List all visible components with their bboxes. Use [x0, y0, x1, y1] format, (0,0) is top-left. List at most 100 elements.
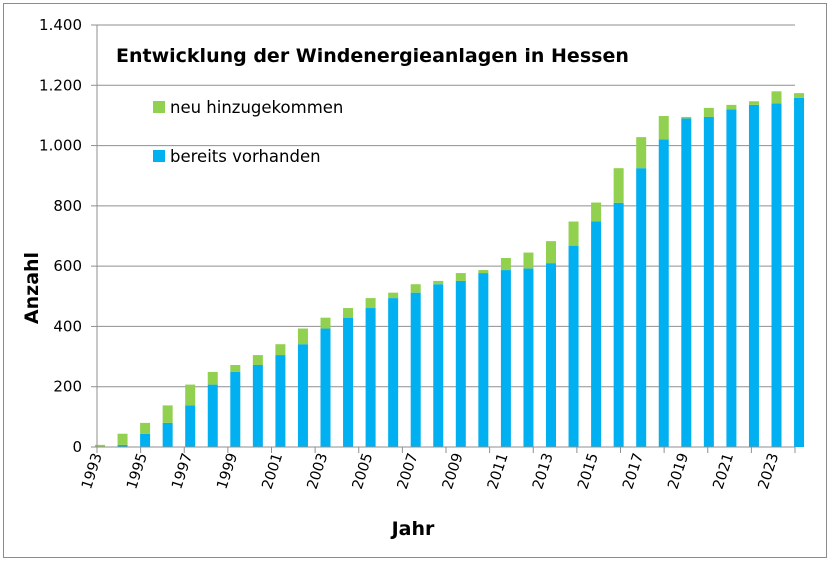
bar-new-1997 [185, 384, 196, 406]
x-tick-labels: 1993 1995 1997 1999 2001 2003 2005 2007 2009 2011… [79, 451, 782, 491]
bar-existing-1996 [162, 422, 173, 447]
y-tick-label: 600 [53, 257, 82, 275]
bar-new-2018 [658, 116, 669, 140]
bar-existing-2002 [297, 344, 308, 447]
x-tick-label: 2017 [620, 451, 647, 491]
x-tick-label: 1995 [124, 451, 151, 491]
bar-existing-2012 [523, 268, 534, 447]
bar-new-2013 [546, 241, 556, 264]
bar-existing-2013 [546, 263, 556, 447]
bar-new-1996 [162, 405, 173, 423]
bar-new-1998 [207, 371, 218, 385]
bar-existing-2023 [771, 103, 782, 447]
y-tick-label: 1.400 [39, 16, 82, 34]
bar-existing-2003 [320, 328, 331, 447]
bar-existing-2020 [703, 116, 714, 447]
bar-new-2000 [252, 355, 263, 366]
x-tick-label: 2011 [485, 451, 512, 491]
x-tick-label: 2015 [575, 451, 602, 491]
bar-new-2015 [591, 202, 602, 222]
bar-existing-2015 [591, 221, 602, 447]
bar-existing-2014 [568, 245, 579, 447]
bar-new-1994 [117, 433, 128, 445]
bar-new-2010 [478, 270, 489, 274]
legend-swatch-existing [153, 150, 165, 162]
bar-new-2009 [455, 273, 466, 281]
x-tick-label: 1997 [169, 451, 196, 491]
bar-new-2017 [636, 137, 647, 169]
bar-new-2001 [275, 344, 286, 356]
bar-existing-2008 [433, 284, 444, 447]
x-tick-label: 2007 [395, 451, 422, 491]
y-tick-label: 1.000 [39, 137, 82, 155]
x-tick-label: 2023 [756, 451, 783, 491]
bar-existing-2024 [794, 97, 805, 448]
y-tick-label: 800 [53, 197, 82, 215]
bar-new-2024 [794, 93, 805, 98]
bar-existing-2001 [275, 355, 286, 447]
bar-existing-2021 [726, 109, 737, 448]
legend-label-new: neu hinzugekommen [170, 98, 343, 117]
bar-existing-2018 [658, 139, 669, 448]
bar-new-2022 [748, 101, 759, 105]
bar-existing-1994 [117, 444, 128, 447]
bar-existing-2005 [365, 308, 376, 447]
bar-existing-2000 [252, 365, 263, 447]
x-tick-label: 2021 [711, 451, 738, 491]
bar-existing-2010 [478, 273, 489, 447]
axes [91, 24, 796, 453]
x-tick-label: 2001 [260, 451, 287, 491]
x-tick-label: 2005 [350, 451, 377, 491]
bar-existing-2022 [748, 104, 759, 447]
bar-new-2023 [771, 91, 782, 104]
bar-new-2011 [500, 258, 511, 271]
x-tick-label: 2003 [305, 451, 332, 491]
bar-new-1995 [140, 422, 151, 434]
bar-existing-2007 [410, 292, 421, 447]
bar-new-2014 [568, 221, 579, 246]
bar-existing-2019 [681, 118, 692, 447]
bar-new-2016 [613, 168, 624, 203]
bar-new-2021 [726, 104, 737, 110]
bar-existing-1997 [185, 405, 196, 447]
bar-existing-2004 [343, 317, 354, 447]
y-tick-label: 0 [72, 438, 82, 456]
legend-swatch-new [153, 101, 165, 113]
bar-new-2002 [297, 328, 308, 345]
bar-new-2019 [681, 116, 692, 119]
y-tick-label: 1.200 [39, 76, 82, 94]
bar-new-2012 [523, 252, 534, 269]
bar-new-1999 [230, 365, 241, 372]
bar-existing-2016 [613, 202, 624, 447]
bar-existing-1995 [140, 433, 151, 447]
bar-existing-2009 [455, 280, 466, 447]
y-tick-label: 400 [53, 317, 82, 335]
bar-new-2008 [433, 280, 444, 285]
legend: neu hinzugekommen bereits vorhanden [153, 98, 343, 166]
x-tick-label: 1993 [79, 451, 106, 491]
bar-new-2003 [320, 317, 331, 329]
y-axis-title: Anzahl [21, 252, 43, 324]
bar-new-1993 [95, 444, 105, 447]
x-axis-title: Jahr [390, 518, 435, 540]
bar-new-2004 [343, 308, 354, 318]
legend-label-existing: bereits vorhanden [170, 147, 321, 166]
bar-existing-2017 [636, 168, 647, 447]
x-tick-label: 2009 [440, 451, 467, 491]
x-tick-label: 2013 [530, 451, 557, 491]
y-tick-labels: 0 200 400 600 800 1.000 1.200 1.400 [39, 16, 82, 456]
bar-existing-2011 [500, 270, 511, 447]
bars [95, 91, 805, 448]
chart-title: Entwicklung der Windenergieanlagen in He… [116, 45, 629, 67]
bar-existing-2006 [388, 298, 399, 447]
bar-existing-1999 [230, 371, 241, 447]
bar-new-2007 [410, 284, 421, 293]
bar-existing-1998 [207, 384, 218, 447]
x-tick-label: 1999 [214, 451, 241, 491]
bar-new-2006 [388, 292, 399, 299]
bar-new-2005 [365, 298, 376, 309]
y-tick-label: 200 [53, 378, 82, 396]
x-tick-label: 2019 [665, 451, 692, 491]
bar-new-2020 [703, 107, 714, 117]
